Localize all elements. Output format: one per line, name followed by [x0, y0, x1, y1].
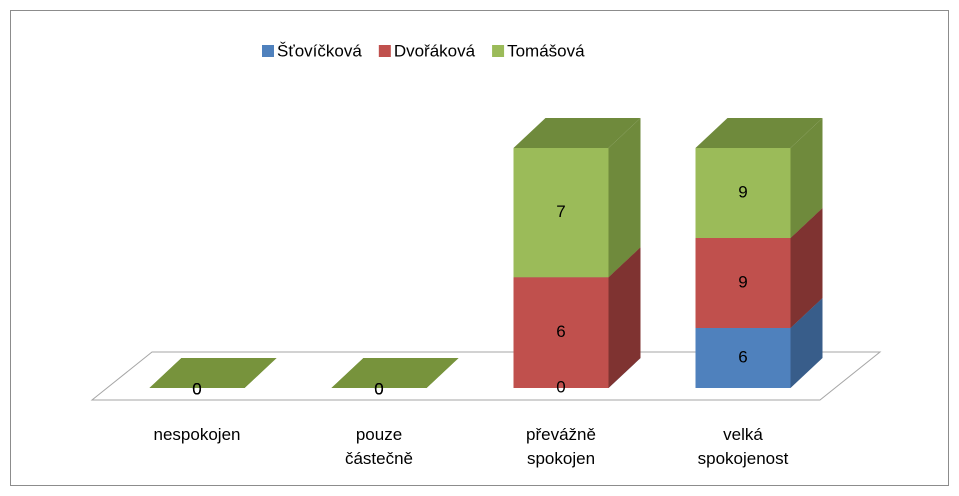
bar-top: [695, 118, 823, 148]
data-label: 0: [192, 379, 201, 398]
legend-label: Dvořáková: [394, 41, 476, 60]
data-label: 6: [738, 347, 747, 366]
bar-side: [608, 247, 641, 388]
x-tick-label: velká spokojenost: [697, 425, 789, 468]
legend-swatch: [262, 45, 274, 57]
bar-top: [331, 358, 459, 388]
bar-front: [513, 277, 609, 388]
bar-side: [790, 208, 823, 328]
bar-front: [695, 238, 791, 328]
x-tick-label: nespokojen: [153, 425, 241, 444]
data-label: 9: [738, 182, 747, 201]
data-label: 0: [556, 377, 565, 396]
data-label: 9: [738, 272, 747, 291]
x-tick-label: převážně spokojen: [526, 425, 596, 468]
data-label: 0: [374, 379, 383, 398]
bar-top: [149, 358, 277, 388]
floor: [90, 351, 882, 401]
data-label: 7: [556, 202, 565, 221]
bar-top: [513, 118, 641, 148]
bar-front: [695, 148, 791, 238]
bar-front: [695, 328, 791, 388]
bar-side: [790, 118, 823, 238]
legend-swatch: [492, 45, 505, 57]
data-label: 0: [192, 379, 201, 398]
bar-front: [513, 148, 609, 278]
x-tick-label: pouze částečně: [344, 425, 414, 468]
legend-swatch: [378, 45, 391, 57]
data-label: 6: [556, 322, 565, 341]
legend-label: Šťovíčková: [277, 41, 362, 60]
data-label: 0: [374, 379, 383, 398]
bar-side: [608, 118, 641, 278]
data-label: 0: [192, 379, 201, 398]
legend-label: Tomášová: [507, 41, 585, 60]
data-label: 0: [374, 379, 383, 398]
